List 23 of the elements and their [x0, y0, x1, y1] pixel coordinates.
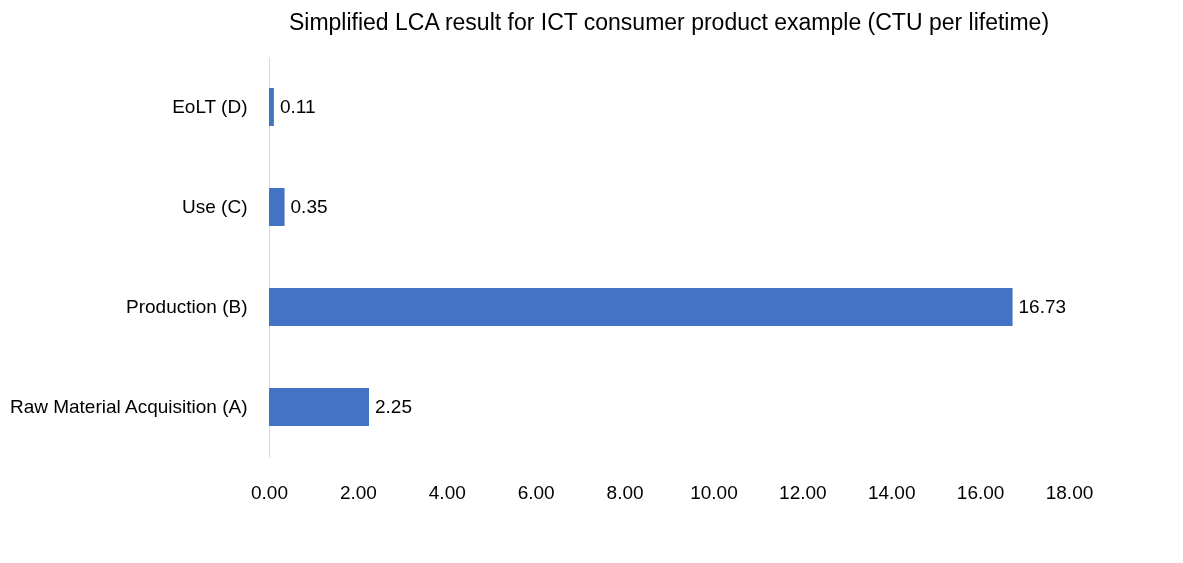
x-tick-label: 8.00: [606, 481, 644, 503]
x-tick-label: 12.00: [779, 481, 827, 503]
chart-title: Simplified LCA result for ICT consumer product example (CTU per lifetime): [288, 9, 1050, 35]
data-label: 0.11: [279, 96, 316, 117]
bar: [269, 188, 285, 226]
x-tick-label: 4.00: [428, 481, 466, 503]
x-tick-label: 6.00: [517, 481, 555, 503]
bar: [269, 88, 274, 126]
bar: [269, 288, 1013, 326]
x-tick-label: 0.00: [251, 481, 288, 503]
x-tick-label: 2.00: [339, 481, 377, 503]
y-tick-label: Use (C): [182, 196, 248, 217]
data-label: 16.73: [1018, 296, 1067, 317]
data-label: 0.35: [290, 196, 328, 217]
x-tick-label: 10.00: [690, 481, 738, 503]
x-tick-label: 18.00: [1045, 481, 1094, 503]
x-tick-label: 16.00: [956, 481, 1005, 503]
y-tick-label: EoLT (D): [172, 96, 248, 117]
x-tick-label: 14.00: [867, 481, 916, 503]
data-label: 2.25: [375, 396, 412, 417]
bar: [269, 388, 369, 426]
y-tick-label: Raw Material Acquisition (A): [9, 396, 248, 417]
y-tick-label: Production (B): [126, 296, 248, 317]
